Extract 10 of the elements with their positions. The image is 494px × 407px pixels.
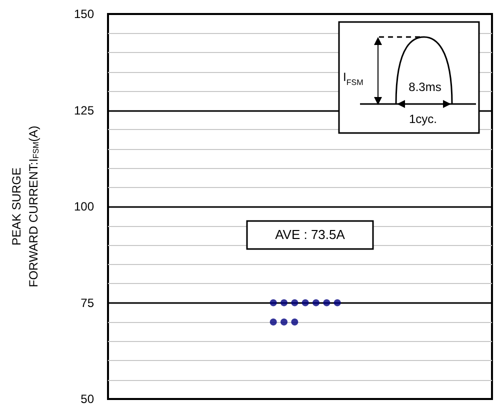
annotation: I$_{FSM}$ <box>343 70 364 87</box>
annotation: 8.3ms <box>408 80 442 94</box>
y-tick-label: 75 <box>80 296 94 310</box>
y-tick-label: 150 <box>74 7 94 21</box>
annotation: 1cyc. <box>408 112 438 126</box>
y-tick-label: 50 <box>80 392 94 406</box>
y-tick-label: 100 <box>74 200 94 214</box>
y-axis-title: PEAK SURGE FORWARD CURRENT:IFSM(A) <box>10 126 40 288</box>
annotation: AVE : 73.5A <box>275 227 346 242</box>
y-tick-label: 125 <box>74 103 94 118</box>
